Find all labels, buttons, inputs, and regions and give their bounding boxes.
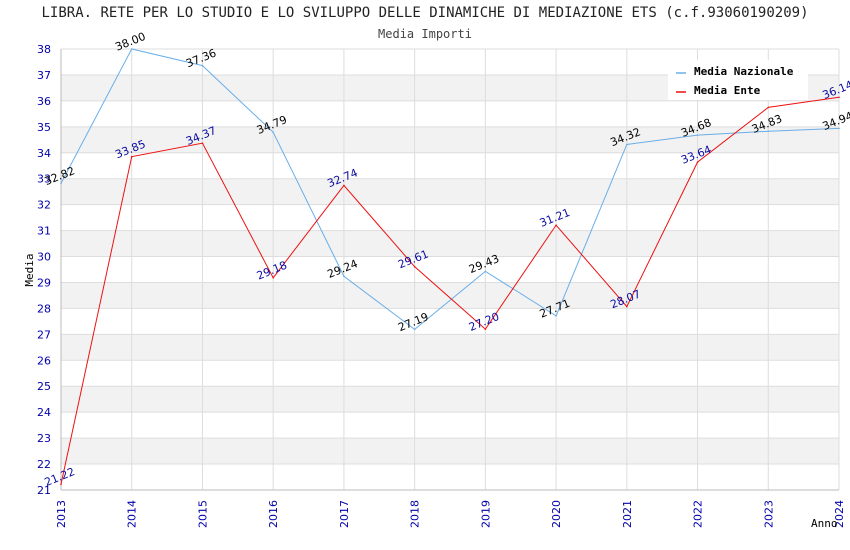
data-point bbox=[696, 134, 699, 136]
x-tick-label: 2014 bbox=[126, 500, 139, 528]
data-point bbox=[696, 161, 699, 163]
grid-lines bbox=[60, 48, 840, 491]
y-tick-label: 34 bbox=[37, 147, 51, 160]
x-tick-label: 2015 bbox=[196, 500, 209, 528]
data-label-ente: 29.18 bbox=[255, 259, 289, 283]
data-label-nazionale: 29.24 bbox=[326, 257, 360, 281]
y-tick-label: 29 bbox=[37, 276, 51, 289]
data-point bbox=[130, 48, 133, 50]
grid-band bbox=[61, 334, 839, 361]
series-lines bbox=[60, 48, 840, 486]
x-tick-label: 2017 bbox=[338, 500, 351, 528]
y-tick-label: 23 bbox=[37, 432, 51, 445]
legend-box bbox=[668, 60, 808, 100]
chart-title: LIBRA. RETE PER LO STUDIO E LO SVILUPPO … bbox=[41, 5, 809, 21]
series-line-ente bbox=[60, 96, 840, 485]
data-point bbox=[60, 483, 62, 486]
series-line-nazionale bbox=[60, 48, 840, 331]
y-tick-label: 28 bbox=[37, 302, 51, 315]
x-axis-ticks: 2013 2014 2015 2016 2017 2018 2019 2020 2021 2022… bbox=[55, 500, 846, 528]
data-point bbox=[767, 106, 770, 109]
y-tick-label: 37 bbox=[37, 69, 51, 82]
x-tick-label: 2021 bbox=[621, 500, 634, 528]
data-point bbox=[413, 328, 416, 331]
y-tick-label: 33 bbox=[37, 173, 51, 186]
y-tick-label: 32 bbox=[37, 199, 51, 212]
y-axis-ticks: 21 22 23 24 25 26 27 28 29 30 31 32 33 34 35 36 37 38 bbox=[37, 43, 51, 497]
data-point bbox=[130, 155, 133, 158]
x-tick-label: 2019 bbox=[479, 500, 492, 528]
grid-band bbox=[61, 178, 839, 205]
y-tick-label: 24 bbox=[37, 406, 51, 419]
data-point bbox=[838, 96, 840, 99]
grid-band bbox=[61, 230, 839, 257]
y-tick-label: 26 bbox=[37, 354, 51, 367]
data-point bbox=[201, 64, 204, 67]
y-tick-label: 36 bbox=[37, 95, 51, 108]
grid-band bbox=[61, 438, 839, 465]
y-tick-label: 27 bbox=[37, 328, 51, 341]
data-point bbox=[484, 328, 487, 330]
data-point bbox=[272, 277, 274, 279]
data-label-nazionale: 27.19 bbox=[396, 310, 430, 334]
legend-label-ente: Media Ente bbox=[694, 84, 761, 97]
x-tick-label: 2024 bbox=[833, 500, 846, 528]
data-point bbox=[272, 131, 274, 134]
x-tick-label: 2023 bbox=[762, 500, 775, 528]
data-point bbox=[343, 184, 345, 187]
y-tick-label: 35 bbox=[37, 121, 51, 134]
x-tick-label: 2018 bbox=[409, 500, 422, 528]
data-point bbox=[626, 143, 628, 146]
y-tick-label: 31 bbox=[37, 225, 51, 238]
data-point bbox=[555, 224, 557, 226]
y-tick-label: 38 bbox=[37, 43, 51, 56]
data-point bbox=[484, 270, 487, 273]
grid-band bbox=[61, 282, 839, 309]
data-point bbox=[413, 265, 416, 268]
x-tick-label: 2016 bbox=[267, 500, 280, 528]
data-point bbox=[767, 130, 770, 133]
y-tick-label: 22 bbox=[37, 458, 51, 471]
legend: Media Nazionale Media Ente bbox=[668, 60, 808, 100]
y-tick-label: 30 bbox=[37, 251, 51, 264]
data-label-nazionale: 38.00 bbox=[113, 30, 147, 54]
data-point bbox=[343, 275, 345, 278]
x-tick-label: 2022 bbox=[692, 500, 705, 528]
data-point bbox=[626, 305, 628, 308]
data-label-nazionale: 37.36 bbox=[184, 46, 218, 70]
y-axis-label: Media bbox=[23, 253, 36, 286]
y-tick-label: 25 bbox=[37, 380, 51, 393]
data-point bbox=[838, 127, 840, 130]
data-point bbox=[555, 315, 557, 317]
grid-band bbox=[61, 126, 839, 153]
legend-label-nazionale: Media Nazionale bbox=[694, 65, 794, 78]
chart-subtitle: Media Importi bbox=[378, 27, 472, 41]
x-tick-label: 2020 bbox=[550, 500, 563, 528]
y-tick-label: 21 bbox=[37, 484, 51, 497]
data-point bbox=[60, 182, 62, 185]
x-axis-label: Anno bbox=[811, 517, 838, 530]
grid-band bbox=[61, 386, 839, 413]
x-tick-label: 2013 bbox=[55, 500, 68, 528]
data-point bbox=[201, 142, 204, 144]
data-label-ente: 27.20 bbox=[467, 310, 501, 334]
grid-bands bbox=[61, 74, 839, 465]
